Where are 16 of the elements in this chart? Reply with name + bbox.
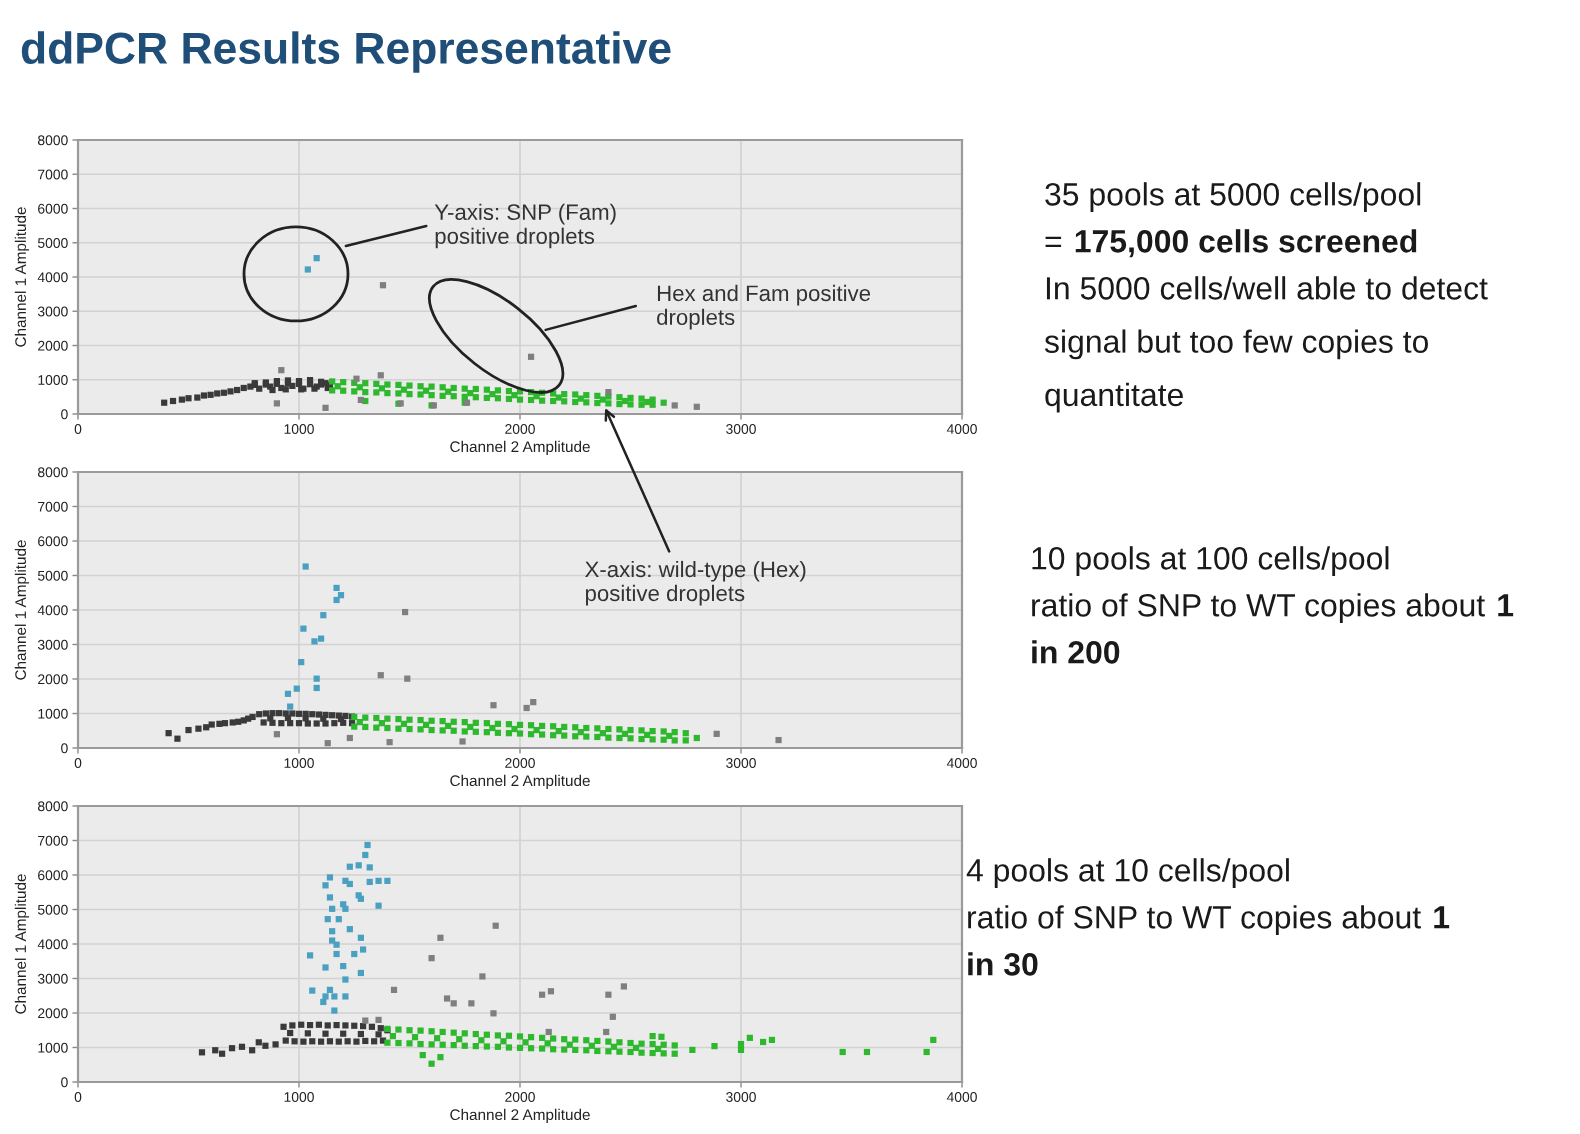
chart-title: ddPCR Results Representative — [21, 31, 671, 73]
text: 4 pools at 10 cells/pool — [966, 858, 1289, 888]
text: in 200 — [1032, 640, 1120, 664]
annotation: X-axis: wild-type (Hex) positive droplets — [585, 560, 806, 606]
text: ratio of SNP to WT copies about — [968, 905, 1421, 935]
text: 35 pools at 5000 cells/pool — [1045, 182, 1421, 212]
text: = — [1045, 236, 1062, 247]
text: in 30 — [968, 952, 1038, 976]
text: 1 — [1434, 906, 1450, 929]
text: 1 — [1498, 594, 1514, 617]
text: ratio of SNP to WT copies about — [1032, 593, 1485, 623]
annotation: Y-axis: SNP (Fam) positive droplets — [434, 203, 616, 249]
text: 10 pools at 100 cells/pool — [1032, 546, 1389, 576]
text: 175,000 cells screened — [1075, 229, 1417, 258]
text: In 5000 cells/well able to detect signal but too few copies to quantitate — [1044, 276, 1488, 413]
annotation: Hex and Fam positive droplets — [657, 284, 871, 330]
